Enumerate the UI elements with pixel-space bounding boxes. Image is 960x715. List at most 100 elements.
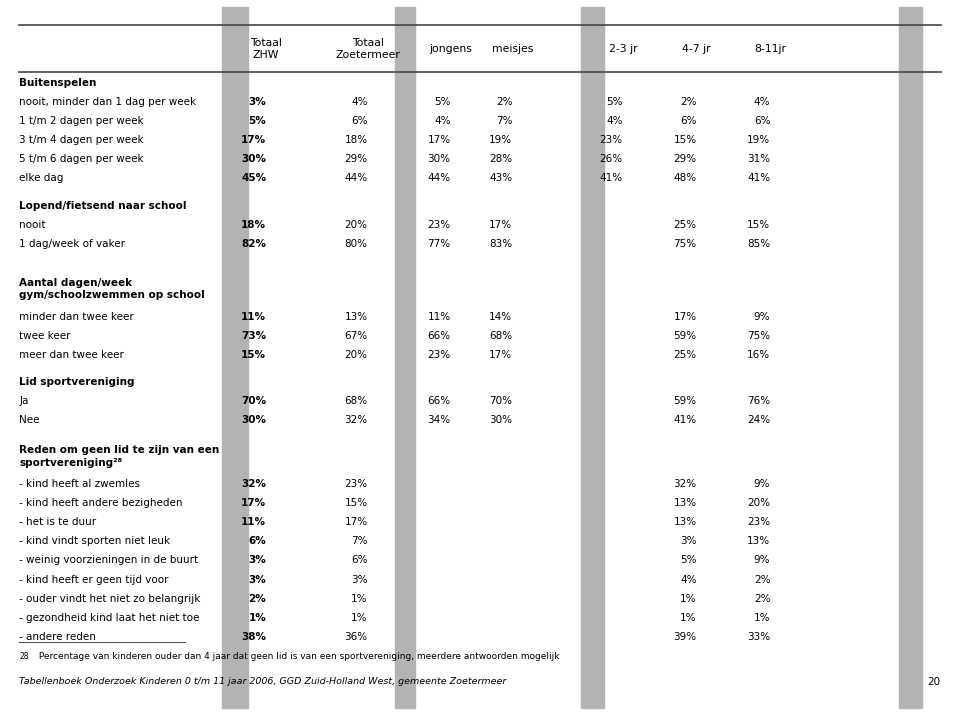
- Text: 36%: 36%: [345, 631, 368, 641]
- Text: 30%: 30%: [241, 154, 266, 164]
- Text: 6%: 6%: [249, 536, 266, 546]
- Text: - het is te duur: - het is te duur: [19, 518, 96, 528]
- Text: 30%: 30%: [490, 415, 513, 425]
- Text: 25%: 25%: [674, 350, 697, 360]
- Text: 20%: 20%: [747, 498, 770, 508]
- Text: 19%: 19%: [490, 135, 513, 145]
- Text: 3%: 3%: [249, 556, 266, 566]
- Text: 38%: 38%: [241, 631, 266, 641]
- Text: 41%: 41%: [600, 174, 623, 184]
- Text: 1%: 1%: [680, 593, 697, 603]
- Text: 76%: 76%: [747, 396, 770, 406]
- Text: Percentage van kinderen ouder dan 4 jaar dat geen lid is van een sportvereniging: Percentage van kinderen ouder dan 4 jaar…: [36, 652, 560, 661]
- Text: 15%: 15%: [674, 135, 697, 145]
- Text: 23%: 23%: [345, 479, 368, 489]
- Text: 6%: 6%: [351, 117, 368, 127]
- Text: 1%: 1%: [351, 593, 368, 603]
- Text: minder dan twee keer: minder dan twee keer: [19, 312, 134, 322]
- Text: 31%: 31%: [747, 154, 770, 164]
- Text: 28%: 28%: [490, 154, 513, 164]
- Text: 15%: 15%: [747, 220, 770, 230]
- Text: 1 t/m 2 dagen per week: 1 t/m 2 dagen per week: [19, 117, 144, 127]
- Text: 11%: 11%: [427, 312, 450, 322]
- Text: 66%: 66%: [427, 396, 450, 406]
- Text: 4%: 4%: [754, 97, 770, 107]
- Text: 59%: 59%: [674, 396, 697, 406]
- Text: 24%: 24%: [747, 415, 770, 425]
- Text: 77%: 77%: [427, 240, 450, 250]
- Text: 8-11jr: 8-11jr: [755, 44, 786, 54]
- Text: 9%: 9%: [754, 312, 770, 322]
- Text: 32%: 32%: [345, 415, 368, 425]
- Text: 17%: 17%: [427, 135, 450, 145]
- Text: 14%: 14%: [490, 312, 513, 322]
- Bar: [900, 7, 923, 708]
- Text: 66%: 66%: [427, 330, 450, 340]
- Text: meisjes: meisjes: [492, 44, 533, 54]
- Text: 4%: 4%: [680, 575, 697, 584]
- Text: 20: 20: [927, 677, 941, 687]
- Text: - gezondheid kind laat het niet toe: - gezondheid kind laat het niet toe: [19, 613, 200, 623]
- Text: 25%: 25%: [674, 220, 697, 230]
- Text: 16%: 16%: [747, 350, 770, 360]
- Text: 17%: 17%: [345, 518, 368, 528]
- Text: 17%: 17%: [490, 220, 513, 230]
- Text: 29%: 29%: [345, 154, 368, 164]
- Text: 5%: 5%: [249, 117, 266, 127]
- Text: 85%: 85%: [747, 240, 770, 250]
- Text: 11%: 11%: [241, 312, 266, 322]
- Text: 2%: 2%: [754, 575, 770, 584]
- Text: 3 t/m 4 dagen per week: 3 t/m 4 dagen per week: [19, 135, 144, 145]
- Text: - kind heeft er geen tijd voor: - kind heeft er geen tijd voor: [19, 575, 169, 584]
- Text: 3%: 3%: [249, 97, 266, 107]
- Text: 2%: 2%: [249, 593, 266, 603]
- Text: 23%: 23%: [427, 350, 450, 360]
- Text: 23%: 23%: [427, 220, 450, 230]
- Text: 30%: 30%: [241, 415, 266, 425]
- Text: meer dan twee keer: meer dan twee keer: [19, 350, 124, 360]
- Text: Totaal
ZHW: Totaal ZHW: [251, 39, 282, 60]
- Text: 70%: 70%: [241, 396, 266, 406]
- Text: Lopend/fietsend naar school: Lopend/fietsend naar school: [19, 201, 186, 211]
- Text: 67%: 67%: [345, 330, 368, 340]
- Text: 13%: 13%: [747, 536, 770, 546]
- Text: 44%: 44%: [427, 174, 450, 184]
- Text: 3%: 3%: [680, 536, 697, 546]
- Text: 18%: 18%: [241, 220, 266, 230]
- Text: jongens: jongens: [429, 44, 472, 54]
- Text: 70%: 70%: [490, 396, 513, 406]
- Bar: [396, 7, 416, 708]
- Text: 4%: 4%: [434, 117, 450, 127]
- Text: 4-7 jr: 4-7 jr: [683, 44, 711, 54]
- Text: 73%: 73%: [241, 330, 266, 340]
- Text: - kind vindt sporten niet leuk: - kind vindt sporten niet leuk: [19, 536, 170, 546]
- Text: - kind heeft al zwemles: - kind heeft al zwemles: [19, 479, 140, 489]
- Text: 1%: 1%: [249, 613, 266, 623]
- Text: 19%: 19%: [747, 135, 770, 145]
- Text: Ja: Ja: [19, 396, 29, 406]
- Text: 82%: 82%: [241, 240, 266, 250]
- Text: 20%: 20%: [345, 220, 368, 230]
- Text: 26%: 26%: [600, 154, 623, 164]
- Text: - weinig voorzieningen in de buurt: - weinig voorzieningen in de buurt: [19, 556, 199, 566]
- Text: 41%: 41%: [747, 174, 770, 184]
- Text: 9%: 9%: [754, 479, 770, 489]
- Text: 7%: 7%: [495, 117, 513, 127]
- Text: 5%: 5%: [680, 556, 697, 566]
- Text: 32%: 32%: [674, 479, 697, 489]
- Text: Aantal dagen/week
gym/schoolzwemmen op school: Aantal dagen/week gym/schoolzwemmen op s…: [19, 278, 204, 300]
- Text: 13%: 13%: [674, 518, 697, 528]
- Text: 6%: 6%: [351, 556, 368, 566]
- Text: nooit: nooit: [19, 220, 46, 230]
- Text: 83%: 83%: [490, 240, 513, 250]
- Text: 13%: 13%: [674, 498, 697, 508]
- Text: 17%: 17%: [241, 498, 266, 508]
- Text: Nee: Nee: [19, 415, 39, 425]
- Text: 1%: 1%: [351, 613, 368, 623]
- Text: 28: 28: [19, 652, 29, 661]
- Text: 6%: 6%: [754, 117, 770, 127]
- Text: 75%: 75%: [747, 330, 770, 340]
- Text: 48%: 48%: [674, 174, 697, 184]
- Text: 20%: 20%: [345, 350, 368, 360]
- Text: Buitenspelen: Buitenspelen: [19, 78, 97, 88]
